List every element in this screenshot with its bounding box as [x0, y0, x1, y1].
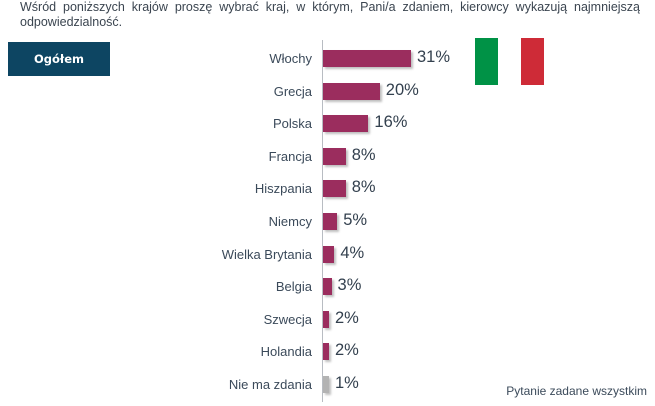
category-label: Belgia	[275, 279, 312, 295]
value-label: 20%	[385, 80, 419, 99]
value-label: 8%	[351, 178, 376, 197]
category-label: Grecja	[273, 83, 312, 99]
chart-row: Wielka Brytania 4%	[0, 244, 655, 266]
flag-stripe-white	[498, 38, 521, 85]
bar	[323, 343, 329, 361]
bar	[323, 213, 338, 230]
chart-row: Nie ma zdania 1%	[0, 374, 655, 396]
bar	[323, 180, 346, 198]
category-label: Polska	[272, 116, 312, 132]
category-label: Wielka Brytania	[221, 246, 312, 262]
value-label: 4%	[340, 243, 365, 262]
segment-button-overall[interactable]: Ogółem	[8, 42, 110, 76]
value-label: 5%	[343, 211, 368, 229]
value-label: 3%	[337, 276, 362, 295]
value-label: 31%	[417, 48, 451, 66]
bar	[323, 278, 332, 296]
flag-stripe-green	[475, 38, 498, 85]
flag-stripe-red	[521, 38, 544, 85]
category-label: Niemcy	[268, 214, 312, 229]
value-label: 8%	[351, 145, 376, 164]
bar	[323, 245, 335, 263]
category-label: Holandia	[260, 344, 312, 360]
chart-row: Grecja 20%	[0, 81, 655, 103]
value-label: 2%	[335, 341, 359, 360]
bar	[323, 115, 369, 133]
category-label: Nie ma zdania	[228, 377, 312, 392]
value-label: 1%	[335, 374, 359, 392]
chart-row: Hiszpania 8%	[0, 178, 655, 200]
value-label: 2%	[335, 308, 359, 327]
chart-row: Polska 16%	[0, 113, 655, 135]
footnote: Pytanie zadane wszystkim	[506, 384, 647, 398]
chart-row: Włochy 31%	[0, 48, 655, 70]
bar	[323, 376, 329, 393]
bar	[323, 82, 380, 100]
category-label: Włochy	[269, 51, 312, 66]
italy-flag-icon	[475, 38, 544, 85]
chart-row: Szwecja 2%	[0, 309, 655, 331]
question-text: Wśród poniższych krajów proszę wybrać kr…	[20, 0, 640, 29]
chart-row: Belgia 3%	[0, 276, 655, 298]
chart-row: Holandia 2%	[0, 341, 655, 363]
chart-axis-line	[322, 40, 323, 402]
category-label: Szwecja	[263, 311, 312, 327]
chart-row: Francja 8%	[0, 146, 655, 168]
bar	[323, 310, 329, 328]
category-label: Francja	[268, 148, 312, 164]
chart-row: Niemcy 5%	[0, 211, 655, 233]
bar	[323, 50, 411, 67]
bar	[323, 147, 346, 165]
category-label: Hiszpania	[254, 181, 312, 197]
value-label: 16%	[374, 113, 408, 132]
